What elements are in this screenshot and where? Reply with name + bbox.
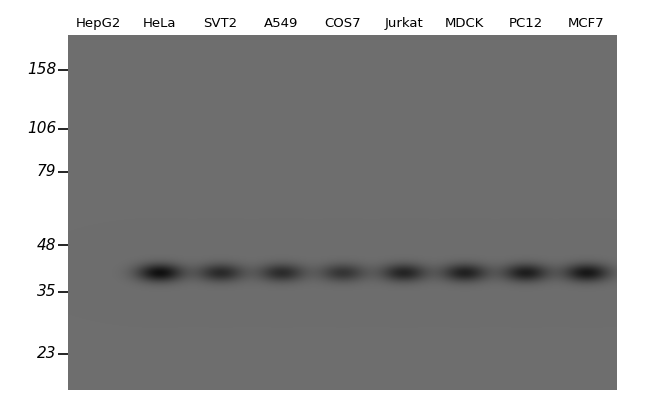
Bar: [558, 35, 616, 390]
Bar: [375, 35, 432, 390]
Text: 23: 23: [36, 347, 56, 362]
Text: HeLa: HeLa: [143, 17, 176, 30]
Text: A549: A549: [265, 17, 299, 30]
Text: MDCK: MDCK: [445, 17, 484, 30]
Bar: [253, 35, 310, 390]
Bar: [436, 35, 493, 390]
Bar: [497, 35, 554, 390]
Text: SVT2: SVT2: [203, 17, 237, 30]
Text: 106: 106: [27, 121, 56, 136]
Text: 158: 158: [27, 62, 56, 77]
Text: HepG2: HepG2: [76, 17, 121, 30]
Text: PC12: PC12: [508, 17, 543, 30]
Text: 79: 79: [36, 164, 56, 179]
Bar: [131, 35, 188, 390]
Bar: [314, 35, 371, 390]
Text: 35: 35: [36, 285, 56, 299]
Bar: [192, 35, 249, 390]
Text: Jurkat: Jurkat: [384, 17, 423, 30]
Text: MCF7: MCF7: [568, 17, 604, 30]
Bar: [70, 35, 127, 390]
Text: 48: 48: [36, 238, 56, 253]
Text: COS7: COS7: [324, 17, 361, 30]
Bar: [68, 35, 617, 390]
